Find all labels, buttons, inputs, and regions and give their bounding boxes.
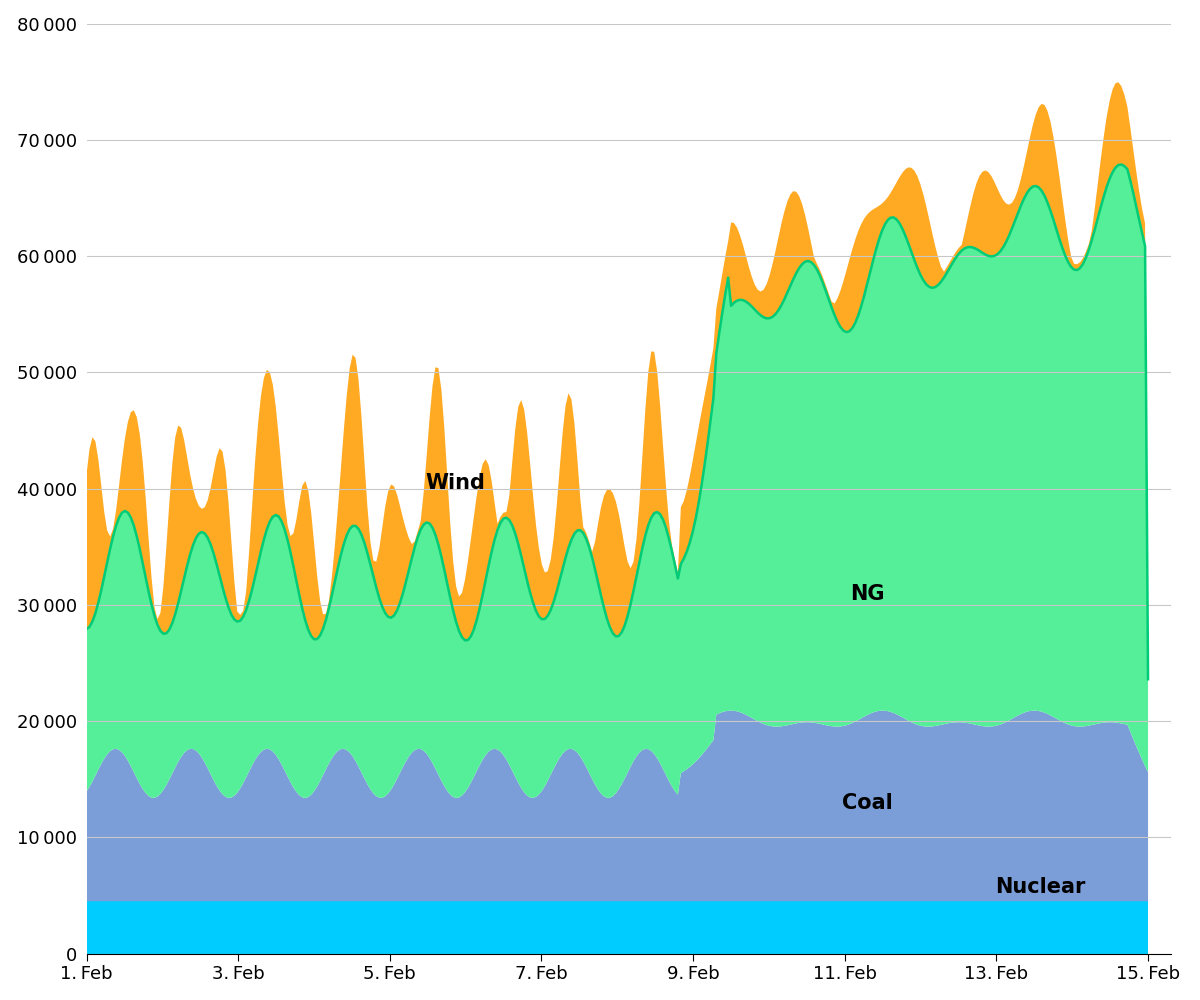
Text: Coal: Coal	[842, 793, 893, 813]
Text: Nuclear: Nuclear	[996, 877, 1086, 897]
Text: Wind: Wind	[425, 473, 485, 493]
Text: NG: NG	[850, 584, 884, 604]
